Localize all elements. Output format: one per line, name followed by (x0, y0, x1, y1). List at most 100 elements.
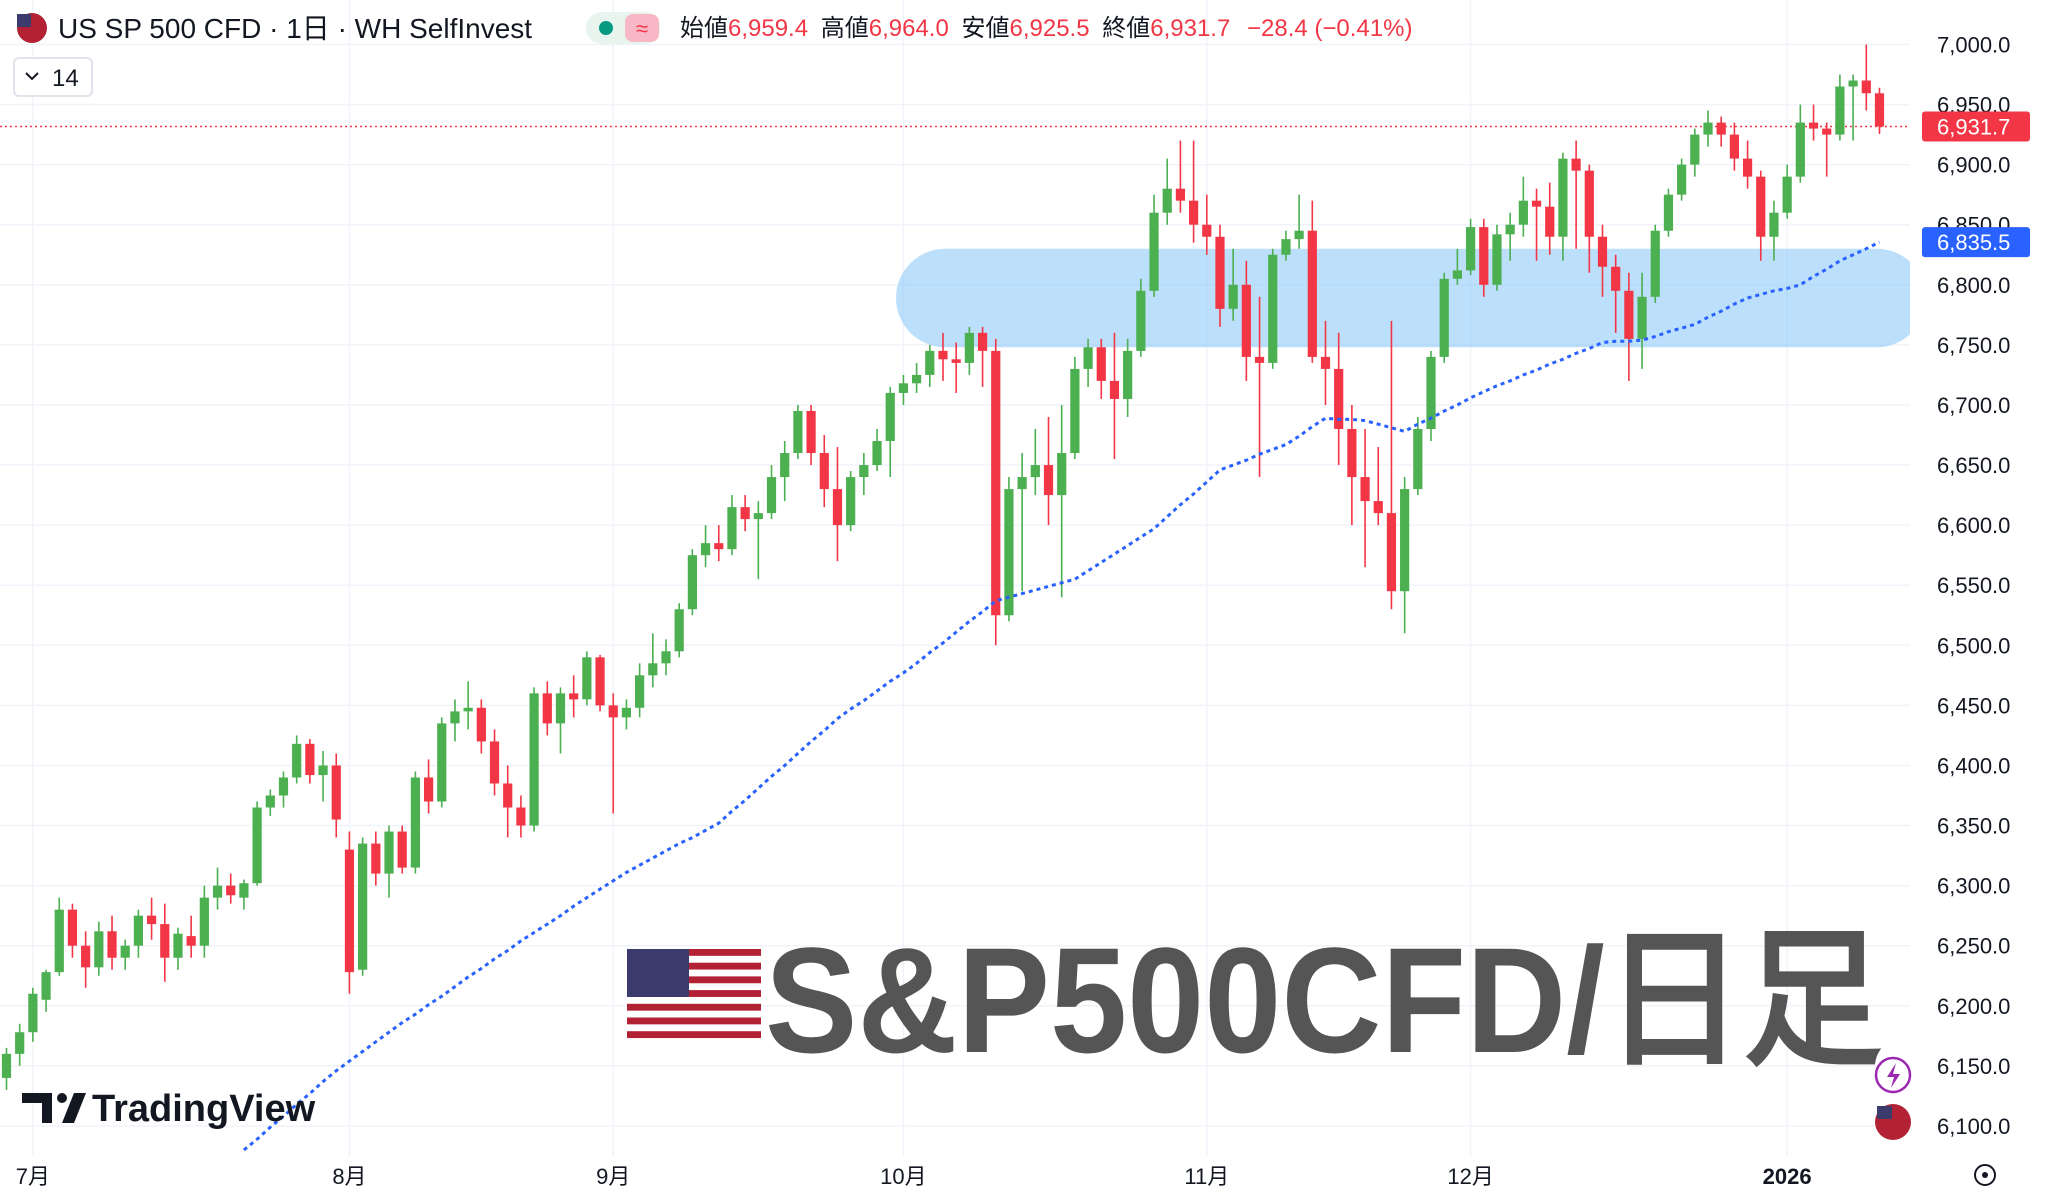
candle-body (371, 843, 381, 874)
candle-body (1307, 230, 1317, 357)
candle-body (1452, 270, 1462, 279)
candle-body (1057, 453, 1067, 496)
candle-body (1703, 122, 1713, 135)
candle-body (331, 765, 341, 820)
candle-body (912, 374, 922, 384)
candle-body (806, 410, 816, 454)
candle-body (397, 831, 407, 868)
y-tick-label: 6,100.0 (1937, 1114, 2010, 1139)
candle-body (146, 915, 157, 925)
indicator-toggle[interactable] (13, 57, 93, 97)
candle-body (1531, 200, 1542, 207)
candle-body (991, 350, 1001, 616)
candle-body (1043, 465, 1054, 496)
flag-stripe (627, 949, 761, 956)
last-price-label: 6,931.7 (1937, 115, 2010, 140)
high-label: 高値 (821, 15, 869, 42)
y-tick-label: 6,300.0 (1937, 874, 2010, 899)
candle-body (661, 651, 671, 664)
candle-body (964, 332, 974, 363)
candle-body (133, 915, 143, 946)
candle-body (1439, 278, 1449, 357)
candle-body (344, 849, 355, 973)
candle-body (1175, 188, 1186, 201)
candle-body (160, 924, 170, 958)
candle-body (318, 765, 328, 776)
settings-core (1982, 1172, 1988, 1178)
open-value: 6,959.4 (728, 15, 808, 42)
candle-body (107, 931, 117, 958)
candle-body (503, 783, 513, 808)
candle-body (1334, 368, 1344, 429)
y-tick-label: 6,450.0 (1937, 693, 2010, 718)
candle-body (1611, 266, 1621, 291)
candle-body (1795, 122, 1805, 177)
candle-body (1004, 489, 1014, 616)
candle-body (1123, 350, 1133, 399)
candle-body (885, 392, 895, 442)
y-tick-label: 6,500.0 (1937, 633, 2010, 658)
candle-body (1716, 122, 1726, 135)
last-price-label-box (1922, 111, 2030, 142)
candle-body (1228, 284, 1238, 309)
brand-logo: TradingView (22, 1088, 316, 1130)
low-label: 安値 (962, 15, 1010, 42)
candle-body (951, 359, 961, 363)
candle-body (1624, 290, 1634, 339)
candle-body (1083, 347, 1093, 369)
candle-body (1756, 176, 1766, 237)
flag-union (627, 949, 689, 997)
open-label: 始値 (680, 15, 728, 42)
watermark: S&P500CFD/日足 (627, 916, 1882, 1084)
delay-badge (625, 14, 659, 42)
candle-body (1347, 428, 1357, 478)
candle-body (41, 972, 51, 1000)
candle-body (1241, 284, 1251, 357)
x-tick-label: 8月 (332, 1164, 366, 1189)
candle-body (925, 350, 935, 375)
y-tick-label: 6,700.0 (1937, 393, 2010, 418)
candle-body (423, 777, 434, 802)
candle-body (1070, 368, 1080, 454)
candle-body (489, 741, 500, 784)
candle-body (542, 693, 552, 724)
x-tick-label: 10月 (880, 1164, 926, 1189)
candle-body (305, 743, 315, 776)
candle-body (292, 743, 302, 778)
candle-body (173, 933, 183, 958)
candle-body (1835, 86, 1845, 135)
candle-body (832, 489, 843, 526)
candle-body (1030, 465, 1040, 478)
low-value: 6,925.5 (1010, 15, 1090, 42)
candle-body (714, 543, 724, 550)
y-tick-label: 6,250.0 (1937, 934, 2010, 959)
candle-body (1479, 227, 1489, 285)
candle-body (1558, 158, 1568, 237)
candle-body (1637, 296, 1647, 339)
candle-body (859, 465, 869, 478)
candle-body (94, 931, 104, 968)
y-tick-label: 6,550.0 (1937, 573, 2010, 598)
candle-body (1690, 134, 1700, 165)
settings-icon[interactable] (1974, 1164, 1996, 1186)
candle-body (1017, 477, 1027, 490)
indicator-length: 14 (52, 65, 79, 92)
y-tick-label: 6,150.0 (1937, 1054, 2010, 1079)
candle-body (872, 441, 882, 466)
x-tick-label: 7月 (16, 1164, 50, 1189)
y-tick-label: 6,200.0 (1937, 994, 2010, 1019)
candle-body (1136, 290, 1146, 351)
flag-canton (17, 14, 31, 27)
candle-body (358, 843, 368, 970)
candle-body (1149, 212, 1159, 291)
logo-slash (62, 1093, 86, 1123)
candle-body (252, 807, 262, 884)
candle-body (1874, 93, 1885, 127)
support-zone (896, 248, 1910, 348)
candle-body (1162, 188, 1172, 213)
candle-body (278, 777, 289, 796)
flag-stripe (627, 962, 761, 970)
candle-body (687, 555, 697, 610)
candle-body (938, 350, 948, 360)
candle-body (753, 513, 763, 520)
